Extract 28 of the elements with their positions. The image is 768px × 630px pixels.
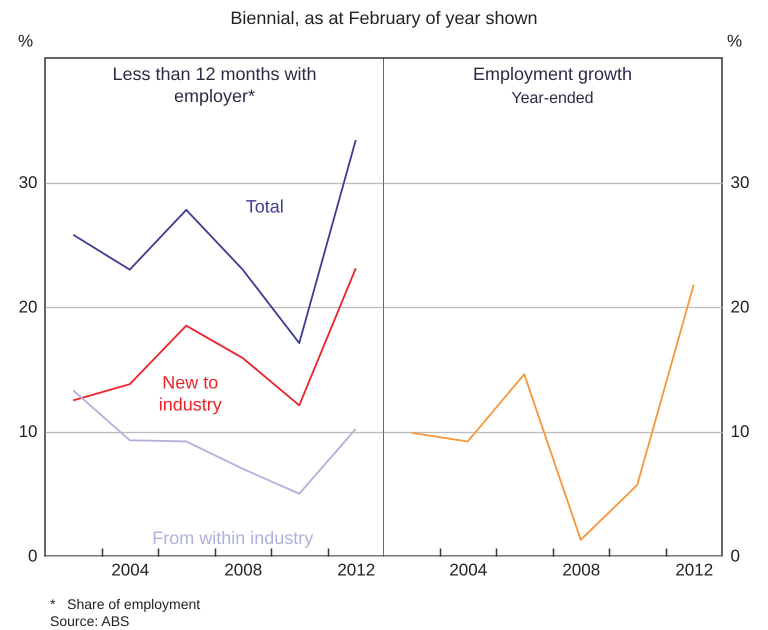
x-tick-label: 2008 <box>562 560 600 580</box>
y-axis-title: % <box>18 32 34 50</box>
y-tick-label: 10 <box>18 422 38 441</box>
text: Year-ended <box>511 90 594 107</box>
y-tick-label: 20 <box>18 298 38 316</box>
text: From within industry <box>152 528 314 548</box>
x-tick-label: 2004 <box>111 560 150 580</box>
y2-tick-label: 20 <box>730 298 750 316</box>
x-tick-label: 2012 <box>675 560 714 580</box>
text: Biennial, as at February of year shown <box>229 8 539 30</box>
x-tick-label: 2012 <box>337 560 376 580</box>
x-tick-label: 2008 <box>224 560 262 580</box>
source-note: Source: ABS <box>50 613 130 630</box>
text: Less than 12 months with employer* <box>112 64 317 106</box>
chart-title: Employment growth <box>472 64 632 84</box>
y2-axis-title: % <box>726 32 742 50</box>
y2-tick-label: 30 <box>730 173 750 192</box>
y-tick-label: 30 <box>18 173 38 192</box>
x-tick-label: 2004 <box>449 560 488 580</box>
y2-tick-label: 0 <box>730 546 740 566</box>
y2-tick-label: 10 <box>730 422 750 441</box>
y-tick-label: 0 <box>28 546 38 566</box>
line-series <box>72 139 357 344</box>
series-label: New to industry <box>158 372 222 415</box>
text: Total <box>246 196 284 217</box>
line-series <box>72 390 357 495</box>
text: * Share of employment <box>50 596 202 613</box>
line-series <box>410 284 695 541</box>
